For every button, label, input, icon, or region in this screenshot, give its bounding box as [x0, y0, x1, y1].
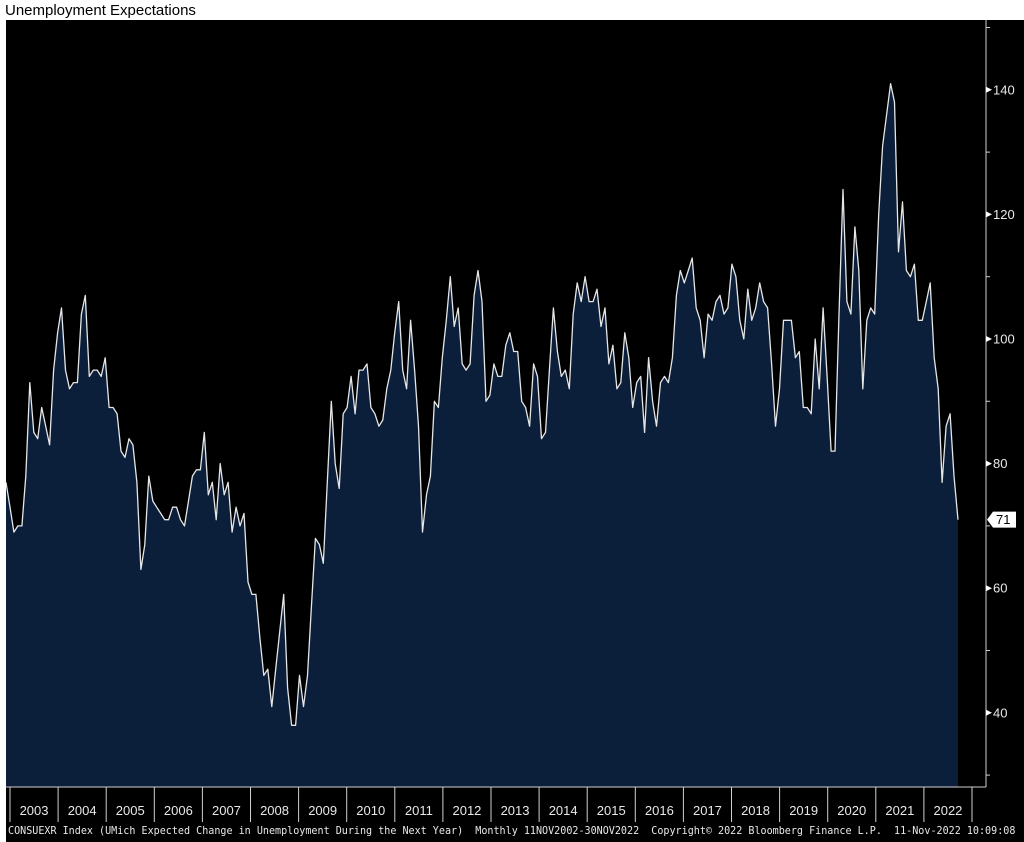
series-area — [6, 83, 958, 788]
x-tick-label: 2014 — [549, 803, 578, 818]
x-tick-label: 2003 — [20, 803, 49, 818]
y-tick-marker — [986, 460, 992, 467]
x-tick-label: 2007 — [212, 803, 241, 818]
y-tick-label: 60 — [993, 581, 1007, 596]
x-tick-label: 2008 — [260, 803, 289, 818]
x-tick-label: 2015 — [597, 803, 626, 818]
y-tick-label: 100 — [993, 332, 1015, 347]
y-tick-label: 140 — [993, 82, 1015, 97]
y-tick-label: 120 — [993, 207, 1015, 222]
x-tick-label: 2010 — [356, 803, 385, 818]
x-tick-label: 2013 — [501, 803, 530, 818]
x-tick-label: 2018 — [741, 803, 770, 818]
x-tick-label: 2020 — [837, 803, 866, 818]
x-tick-label: 2012 — [452, 803, 481, 818]
last-value-tag — [987, 511, 1016, 528]
y-tick-label: 40 — [993, 705, 1007, 720]
x-tick-label: 2017 — [693, 803, 722, 818]
y-tick-label: 80 — [993, 456, 1007, 471]
y-tick-marker — [986, 336, 992, 342]
y-tick-marker — [986, 86, 992, 93]
x-tick-label: 2011 — [405, 803, 433, 818]
x-tick-label: 2006 — [164, 803, 193, 818]
x-tick-label: 2004 — [68, 803, 97, 818]
footer-source: CONSUEXR Index (UMich Expected Change in… — [8, 825, 1016, 837]
x-tick-label: 2005 — [116, 803, 145, 818]
last-value-label: 71 — [996, 512, 1010, 527]
y-tick-marker — [986, 211, 992, 218]
chart-title: Unemployment Expectations — [5, 2, 196, 19]
series-line — [5, 82, 959, 726]
y-tick-marker — [986, 585, 992, 592]
x-tick-label: 2022 — [933, 803, 962, 818]
y-tick-marker — [986, 709, 992, 716]
x-tick-label: 2009 — [308, 803, 337, 818]
x-tick-label: 2016 — [645, 803, 674, 818]
x-tick-label: 2021 — [885, 803, 914, 818]
x-tick-label: 2019 — [789, 803, 818, 818]
